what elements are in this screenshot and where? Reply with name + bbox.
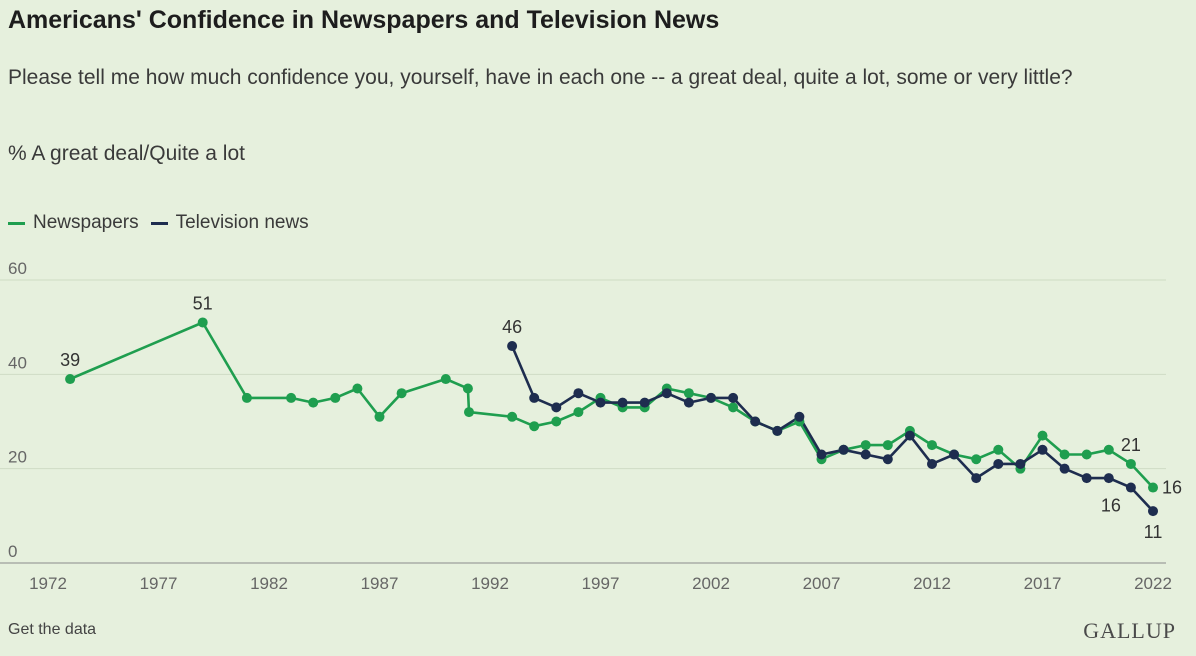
- data-point-television: [772, 425, 783, 436]
- data-point-newspapers: [551, 416, 562, 427]
- data-point-newspapers: [971, 454, 982, 465]
- legend: Newspapers Television news: [8, 210, 321, 236]
- data-point-newspapers: [1037, 430, 1048, 441]
- data-point-television: [573, 388, 584, 399]
- series-line-television: [510, 345, 1154, 512]
- data-point-television: [507, 341, 518, 352]
- data-point-newspapers: [286, 392, 297, 403]
- y-tick-label: 0: [8, 542, 17, 561]
- y-tick-label: 20: [8, 448, 27, 467]
- data-point-television: [683, 397, 694, 408]
- x-tick-label: 2012: [913, 574, 951, 593]
- data-point-television: [816, 449, 827, 460]
- data-point-newspapers: [330, 392, 341, 403]
- data-point-newspapers: [507, 411, 518, 422]
- data-point-television: [1148, 506, 1158, 517]
- x-tick-label: 2017: [1024, 574, 1062, 593]
- data-point-television: [750, 416, 761, 427]
- chart-title: Americans' Confidence in Newspapers and …: [8, 6, 720, 34]
- legend-swatch-newspapers: [8, 221, 25, 225]
- data-point-newspapers: [683, 388, 694, 399]
- data-point-television: [529, 392, 540, 403]
- data-point-newspapers: [464, 407, 475, 418]
- data-point-television: [1059, 463, 1070, 474]
- data-point-television: [949, 449, 960, 460]
- x-tick-label: 1977: [140, 574, 178, 593]
- data-point-television: [882, 454, 893, 465]
- data-point-newspapers: [197, 317, 208, 328]
- data-point-television: [993, 458, 1004, 469]
- data-point-television: [927, 458, 937, 469]
- data-point-television: [728, 392, 739, 403]
- data-point-television: [706, 392, 716, 403]
- data-point-newspapers: [352, 383, 363, 394]
- data-point-television: [794, 411, 805, 422]
- data-point-newspapers: [1125, 458, 1136, 469]
- data-point-newspapers: [1103, 444, 1114, 455]
- data-point-television: [1125, 482, 1136, 493]
- x-tick-label: 1987: [361, 574, 399, 593]
- x-tick-label: 1972: [29, 574, 67, 593]
- data-point-newspapers: [241, 392, 252, 403]
- data-point-newspapers: [440, 374, 451, 385]
- x-tick-label: 1997: [582, 574, 620, 593]
- y-tick-label: 40: [8, 353, 27, 372]
- x-tick-label: 2022: [1134, 574, 1172, 593]
- x-tick-label: 1992: [471, 574, 509, 593]
- data-point-television: [904, 430, 915, 441]
- measure-label: % A great deal/Quite a lot: [8, 142, 245, 165]
- x-tick-label: 1982: [250, 574, 288, 593]
- data-point-television: [595, 397, 606, 408]
- data-point-television: [1015, 458, 1026, 469]
- data-point-newspapers: [993, 444, 1004, 455]
- legend-swatch-television: [150, 221, 168, 225]
- data-point-television: [1103, 473, 1114, 484]
- data-point-newspapers: [529, 421, 540, 432]
- x-tick-label: 2007: [803, 574, 841, 593]
- data-point-newspapers: [927, 440, 937, 451]
- data-point-television: [1037, 444, 1048, 455]
- x-tick-label: 2002: [692, 574, 730, 593]
- data-point-newspapers: [1148, 482, 1158, 493]
- data-label: 21: [1121, 435, 1141, 455]
- legend-label-newspapers: Newspapers: [33, 212, 139, 233]
- data-point-newspapers: [462, 383, 473, 394]
- data-point-television: [838, 444, 849, 455]
- series-line-newspapers: [69, 321, 1154, 489]
- data-point-newspapers: [860, 440, 871, 451]
- data-point-newspapers: [374, 411, 385, 422]
- data-point-television: [661, 388, 672, 399]
- get-the-data-link[interactable]: Get the data: [8, 621, 97, 638]
- chart-subtitle: Please tell me how much confidence you, …: [8, 66, 1073, 89]
- y-tick-label: 60: [8, 259, 27, 278]
- legend-label-television: Television news: [175, 212, 309, 233]
- data-label: 46: [502, 317, 522, 337]
- data-point-newspapers: [308, 397, 319, 408]
- data-label: 16: [1101, 496, 1121, 516]
- data-point-newspapers: [1059, 449, 1070, 460]
- data-point-television: [551, 402, 562, 413]
- legend-item-newspapers[interactable]: Newspapers: [8, 212, 139, 234]
- data-point-television: [860, 449, 871, 460]
- data-point-television: [639, 397, 650, 408]
- data-label: 11: [1144, 522, 1163, 542]
- data-point-newspapers: [882, 440, 893, 451]
- gallup-logo: GALLUP: [1083, 618, 1176, 643]
- data-point-newspapers: [728, 402, 739, 413]
- data-point-television: [617, 397, 628, 408]
- data-point-television: [1081, 473, 1092, 484]
- data-label: 39: [60, 350, 80, 370]
- data-point-television: [971, 473, 982, 484]
- data-point-newspapers: [1081, 449, 1092, 460]
- data-point-newspapers: [573, 407, 584, 418]
- data-label: 16: [1162, 478, 1182, 498]
- legend-item-television[interactable]: Television news: [150, 212, 309, 234]
- data-point-newspapers: [65, 374, 76, 385]
- data-point-newspapers: [396, 388, 407, 399]
- data-label: 51: [193, 293, 213, 313]
